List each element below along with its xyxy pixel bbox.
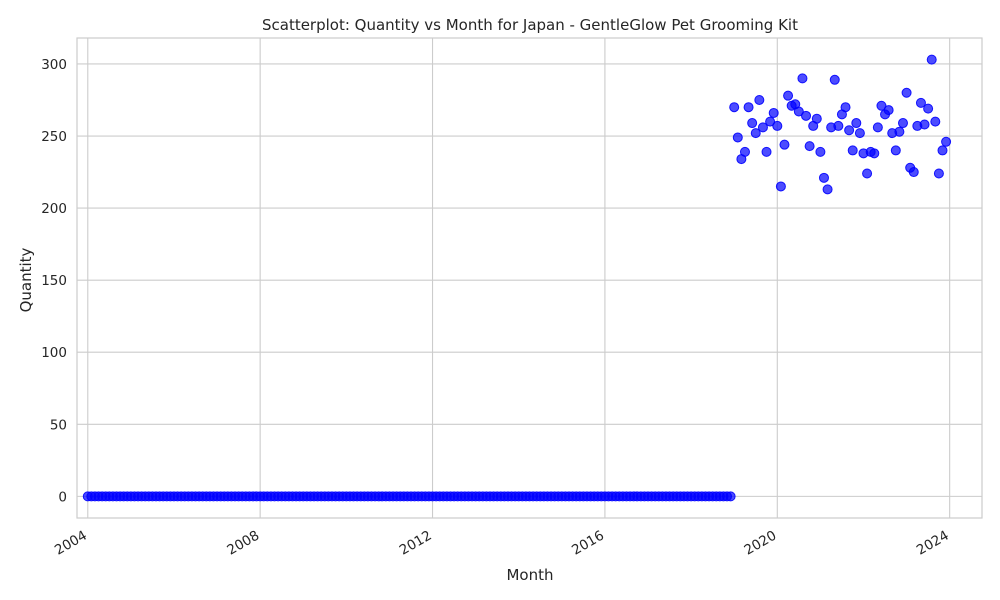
- data-point: [933, 168, 944, 179]
- data-point: [883, 105, 894, 116]
- data-point: [901, 87, 912, 98]
- data-point: [747, 118, 758, 129]
- data-point: [915, 97, 926, 108]
- data-point: [811, 113, 822, 124]
- data-point: [829, 74, 840, 85]
- data-point: [844, 125, 855, 136]
- data-point: [750, 128, 761, 139]
- data-point: [833, 120, 844, 131]
- chart-title: Scatterplot: Quantity vs Month for Japan…: [262, 16, 798, 34]
- y-tick-labels: 0 50 100 150 200 250 300: [41, 57, 67, 505]
- data-point: [768, 107, 779, 118]
- plot-frame: [76, 37, 983, 519]
- data-point: [854, 128, 865, 139]
- data-point: [739, 146, 750, 157]
- y-tick-label: 250: [41, 129, 67, 145]
- data-point: [897, 118, 908, 129]
- data-point: [923, 103, 934, 114]
- data-point: [732, 132, 743, 143]
- data-point: [937, 145, 948, 156]
- data-point: [779, 139, 790, 150]
- data-point: [869, 148, 880, 159]
- data-point: [930, 116, 941, 127]
- data-point: [797, 73, 808, 84]
- data-point: [851, 118, 862, 129]
- x-axis-label: Month: [506, 566, 553, 584]
- data-point: [847, 145, 858, 156]
- y-tick-label: 300: [41, 57, 67, 73]
- y-tick-label: 200: [41, 201, 67, 217]
- data-point: [743, 102, 754, 113]
- data-point: [941, 136, 952, 147]
- y-tick-label: 50: [50, 417, 67, 433]
- data-point: [815, 146, 826, 157]
- data-point: [757, 122, 768, 133]
- y-tick-label: 100: [41, 345, 67, 361]
- data-point: [725, 491, 736, 502]
- grid-lines: [77, 38, 982, 518]
- y-axis-label: Quantity: [17, 247, 35, 312]
- data-point: [919, 119, 930, 130]
- data-point: [822, 184, 833, 195]
- data-point: [890, 145, 901, 156]
- data-point: [876, 100, 887, 111]
- data-point: [862, 168, 873, 179]
- data-point: [765, 116, 776, 127]
- data-point: [872, 122, 883, 133]
- data-point: [793, 106, 804, 117]
- data-points: [82, 54, 952, 502]
- y-tick-label: 150: [41, 273, 67, 289]
- data-point: [754, 94, 765, 105]
- data-point: [840, 102, 851, 113]
- data-point: [894, 126, 905, 137]
- data-point: [783, 90, 794, 101]
- data-point: [804, 141, 815, 152]
- data-point: [761, 146, 772, 157]
- data-point: [908, 167, 919, 178]
- y-tick-label: 0: [58, 489, 67, 505]
- data-point: [772, 120, 783, 131]
- data-point: [729, 102, 740, 113]
- data-point: [818, 172, 829, 183]
- data-point: [926, 54, 937, 65]
- data-point: [775, 181, 786, 192]
- data-point: [801, 110, 812, 121]
